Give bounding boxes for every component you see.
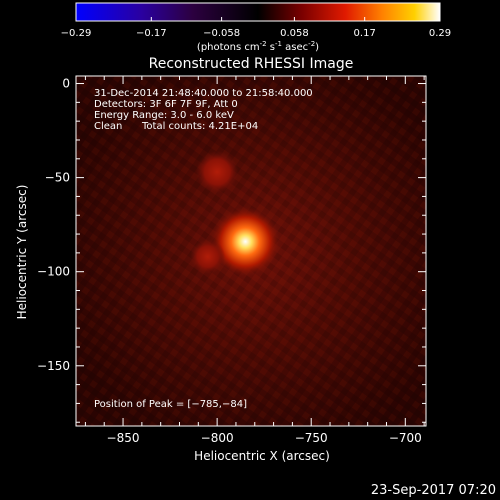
x-tick-label: −800 [201, 431, 234, 445]
y-tick-label: −100 [37, 265, 70, 279]
secondary-source [195, 150, 239, 194]
peak-source [210, 206, 281, 277]
annotation-time-range: 31-Dec-2014 21:48:40.000 to 21:58:40.000 [94, 88, 313, 99]
annotation-energy-range: Energy Range: 3.0 - 6.0 keV [94, 110, 234, 121]
y-axis-ticks: 0 −50 −100 −150 [37, 77, 426, 423]
y-tick-label: −150 [37, 359, 70, 373]
x-axis-ticks: −850 −800 −750 −700 [84, 76, 425, 445]
image-plot [76, 76, 426, 426]
chart-title: Reconstructed RHESSI Image [149, 56, 354, 72]
y-tick-label: −50 [45, 171, 70, 185]
secondary-source [190, 239, 226, 275]
colorbar-tick-label: 0.17 [354, 28, 376, 39]
x-tick-label: −700 [389, 431, 422, 445]
plot-frame [75, 75, 427, 427]
annotation-peak-position: Position of Peak = [−785,−84] [94, 399, 247, 410]
colorbar [75, 2, 441, 22]
y-axis-label: Heliocentric Y (arcsec) [15, 185, 29, 320]
x-axis-label: Heliocentric X (arcsec) [194, 449, 330, 463]
colorbar-tick-label: −0.29 [61, 28, 92, 39]
annotation-total-counts: Total counts: 4.21E+04 [141, 121, 258, 132]
annotation-detectors: Detectors: 3F 6F 7F 9F, Att 0 [94, 99, 238, 110]
footer-timestamp: 23-Sep-2017 07:20 [371, 483, 496, 498]
colorbar-unit-label: (photons cm-2 s-1 asec-2) [197, 40, 319, 53]
y-tick-label: 0 [62, 77, 70, 91]
colorbar-tick-label: −0.17 [136, 28, 167, 39]
colorbar-tick-label: 0.058 [280, 28, 309, 39]
colorbar-tick-label: −0.058 [203, 28, 240, 39]
colorbar-tick-label: 0.29 [429, 28, 451, 39]
x-tick-label: −750 [295, 431, 328, 445]
x-tick-label: −850 [107, 431, 140, 445]
colorbar-ticks: −0.29 −0.17 −0.058 0.058 0.17 0.29 [61, 17, 451, 39]
annotation-clean: Clean [94, 121, 122, 132]
